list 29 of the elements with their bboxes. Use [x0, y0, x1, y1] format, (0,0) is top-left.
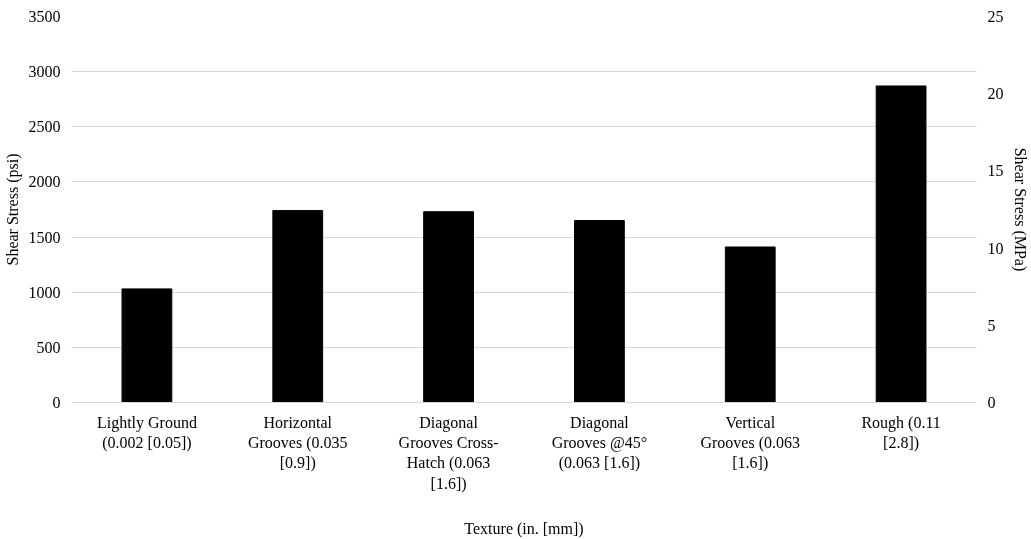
bar [423, 211, 474, 403]
y2-tick-label: 20 [987, 85, 1004, 103]
y2-tick-label: 0 [987, 394, 996, 411]
x-tick-label: Diagonal Grooves Cross-Hatch (0.063 [1.6]) [398, 413, 499, 493]
y2-tick-label: 15 [987, 162, 1004, 180]
x-tick-label: Horizontal Grooves (0.035 [0.9]) [247, 413, 348, 473]
y2-tick-label: 25 [987, 8, 1004, 25]
y2-tick-label: 5 [987, 316, 996, 334]
y-axis-title: Shear Stress (psi) [3, 153, 22, 266]
y-tick-label: 1000 [28, 283, 61, 301]
x-tick-label: Vertical Grooves (0.063 [1.6]) [700, 413, 801, 473]
bar [724, 246, 776, 403]
x-axis-title: Texture (in. [mm]) [464, 519, 584, 538]
y-tick-label: 1500 [28, 228, 61, 246]
y-tick-label: 3000 [28, 63, 61, 81]
y-tick-label: 0 [52, 394, 61, 411]
x-tick-label: Lightly Ground (0.002 [0.05]) [96, 413, 197, 452]
bar [875, 85, 927, 403]
y2-tick-label: 10 [987, 239, 1004, 257]
y-tick-label: 2000 [28, 173, 61, 191]
y-tick-label: 3500 [28, 8, 61, 25]
y-tick-label: 500 [36, 338, 61, 356]
x-tick-label: Rough (0.11 [2.8]) [861, 413, 941, 452]
bar [272, 210, 324, 403]
y-tick-label: 2500 [28, 118, 61, 136]
x-tick-label: Diagonal Grooves @45° (0.063 [1.6]) [551, 413, 648, 473]
bar [121, 288, 173, 403]
y2-axis-title: Shear Stress (MPa) [1010, 147, 1029, 272]
bar [574, 220, 625, 403]
